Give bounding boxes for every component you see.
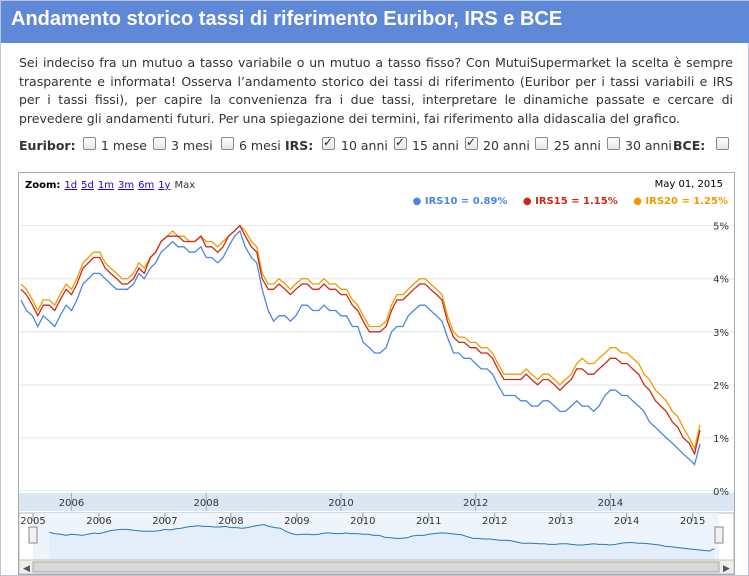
euribor-6-mesi-label[interactable]: 6 mesi <box>239 138 281 153</box>
series-lines <box>20 224 701 466</box>
chart-legend: ● IRS10 = 0.89% ● IRS15 = 1.15% ● IRS20 … <box>401 196 728 207</box>
navigator-tick-label: 2008 <box>218 516 243 527</box>
navigator-tick-label: 2009 <box>284 516 309 527</box>
euribor-3-mesi-label[interactable]: 3 mesi <box>171 138 213 153</box>
legend-irs10-dot: ● <box>412 196 422 207</box>
chart-plot[interactable]: 2006 2008 2010 2012 2014 0%1%2%3%4%5% 2005 20… <box>19 173 734 574</box>
zoom-max-label: Max <box>174 180 196 191</box>
x-axis-band <box>19 493 734 511</box>
irs-15-anni-checkbox[interactable] <box>394 135 407 150</box>
y-tick-label: 5% <box>713 222 729 233</box>
zoom-1d-link[interactable]: 1d <box>64 180 78 191</box>
navigator-tick-label: 2006 <box>86 516 111 527</box>
x-tick-label: 2012 <box>463 498 488 509</box>
scroll-left-arrow-icon: ◀ <box>23 564 30 574</box>
legend-irs20: ● IRS20 = 1.25% <box>627 196 728 207</box>
y-axis-ticks: 0% 1% 2% 3% 4% 5% <box>713 222 729 498</box>
series-line-irs15 <box>20 224 701 456</box>
y-tick-label: 2% <box>713 381 729 392</box>
euribor-group-label: Euribor: <box>19 138 76 153</box>
navigator-tick-label: 2005 <box>20 516 45 527</box>
zoom-1y-link[interactable]: 1y <box>158 180 171 191</box>
zoom-5d-link[interactable]: 5d <box>81 180 94 191</box>
irs-30-anni-checkbox[interactable] <box>607 137 620 150</box>
series-line-irs20 <box>20 224 701 451</box>
x-axis-ticks: 2006 2008 2010 2012 2014 <box>59 493 623 511</box>
legend-irs15: ● IRS15 = 1.15% <box>517 196 618 207</box>
irs-30-anni-label[interactable]: 30 anni <box>625 138 672 153</box>
irs-20-anni-label[interactable]: 20 anni <box>483 138 530 153</box>
legend-irs10-text: IRS10 = 0.89% <box>424 196 508 207</box>
bce-checkbox[interactable] <box>716 137 729 150</box>
navigator-tick-label: 2011 <box>416 516 441 527</box>
y-tick-label: 4% <box>713 275 729 286</box>
irs-group-label: IRS: <box>285 138 314 153</box>
bce-group-label: BCE: <box>673 138 706 153</box>
navigator-tick-label: 2015 <box>680 516 705 527</box>
x-tick-label: 2010 <box>328 498 353 509</box>
navigator-area <box>49 524 715 560</box>
legend-irs20-dot: ● <box>633 196 642 207</box>
x-tick-label: 2006 <box>59 498 84 509</box>
navigator-scroll-thumb <box>32 561 720 573</box>
x-tick-label: 2008 <box>194 498 219 509</box>
irs-25-anni-checkbox[interactable] <box>535 137 548 150</box>
current-date-label: May 01, 2015 <box>654 179 723 190</box>
legend-irs15-text: IRS15 = 1.15% <box>535 196 618 207</box>
euribor-6-mesi-checkbox[interactable] <box>221 137 234 150</box>
irs-15-anni-label[interactable]: 15 anni <box>412 138 459 153</box>
irs-25-anni-label[interactable]: 25 anni <box>554 138 601 153</box>
euribor-1-mese-checkbox[interactable] <box>83 137 96 150</box>
y-tick-label: 3% <box>713 328 729 339</box>
navigator-tick-label: 2014 <box>614 516 639 527</box>
y-tick-label: 1% <box>713 434 729 445</box>
title-bar: Andamento storico tassi di riferimento E… <box>1 1 749 43</box>
zoom-bar: Zoom: 1d 5d 1m 3m 6m 1y Max <box>25 180 195 191</box>
grid-lines <box>19 225 734 492</box>
legend-irs10: ● IRS10 = 0.89% <box>407 196 508 207</box>
navigator: 2005 2006 2007 2008 2009 2010 2011 2012 2013 2014… <box>19 512 734 574</box>
page-title: Andamento storico tassi di riferimento E… <box>11 8 563 30</box>
rates-chart: Zoom: 1d 5d 1m 3m 6m 1y Max May 01, 2015 ● IRS1… <box>18 172 735 575</box>
zoom-label: Zoom: <box>25 180 61 191</box>
scroll-right-arrow-icon: ▶ <box>723 564 730 574</box>
zoom-3m-link[interactable]: 3m <box>117 180 135 191</box>
x-tick-label: 2014 <box>598 498 623 509</box>
navigator-handle-left <box>28 526 38 544</box>
irs-20-anni-checkbox[interactable] <box>465 135 478 150</box>
zoom-1m-link[interactable]: 1m <box>97 180 114 191</box>
legend-irs20-text: IRS20 = 1.25% <box>645 196 728 207</box>
euribor-3-mesi-checkbox[interactable] <box>153 137 166 150</box>
irs-10-anni-label[interactable]: 10 anni <box>341 138 388 153</box>
legend-irs15-dot: ● <box>522 196 532 207</box>
navigator-tick-label: 2013 <box>548 516 573 527</box>
euribor-1-mese-label[interactable]: 1 mese <box>101 138 147 153</box>
zoom-6m-link[interactable]: 6m <box>138 180 155 191</box>
navigator-tick-label: 2010 <box>350 516 375 527</box>
irs-10-anni-checkbox[interactable] <box>322 135 335 150</box>
navigator-tick-label: 2012 <box>482 516 507 527</box>
intro-paragraph: Sei indeciso fra un mutuo a tasso variab… <box>19 55 733 126</box>
navigator-handle-right <box>714 526 724 544</box>
series-line-irs10 <box>20 229 701 466</box>
navigator-tick-label: 2007 <box>152 516 177 527</box>
navigator-line <box>49 524 715 552</box>
y-tick-label: 0% <box>713 487 729 498</box>
